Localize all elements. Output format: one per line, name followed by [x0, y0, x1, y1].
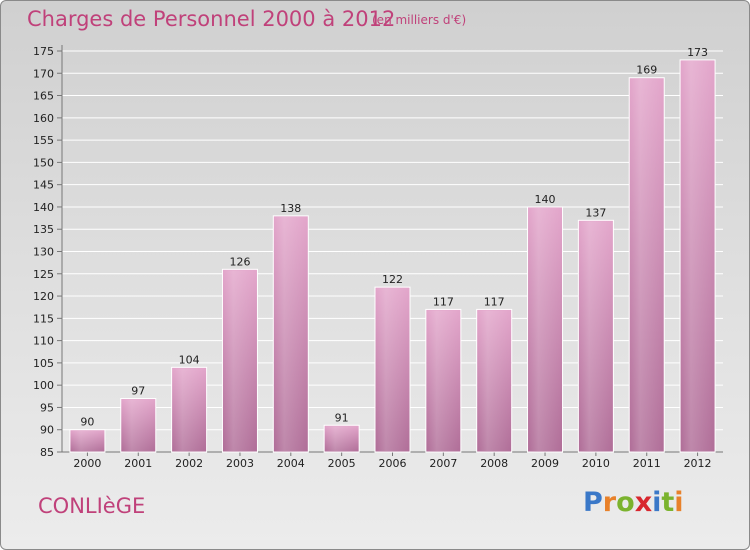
bar-shine — [274, 216, 308, 451]
bar-shine — [223, 270, 257, 451]
value-label: 169 — [636, 64, 657, 77]
axes: 85 90 95 100 105 110 115 120 125 130 135 140 145 150 1… — [33, 45, 723, 459]
x-tick-label: 2012 — [684, 457, 712, 470]
logo-letter: t — [661, 487, 675, 518]
bar-shine — [121, 399, 155, 451]
y-tick-label: 150 — [33, 156, 54, 169]
y-tick-label: 165 — [33, 90, 54, 103]
x-tick-label: 2002 — [175, 457, 203, 470]
value-label: 91 — [335, 411, 349, 424]
y-tick-label: 85 — [40, 446, 54, 459]
value-label: 137 — [585, 206, 606, 219]
proxiti-logo: Proxiti — [583, 487, 684, 518]
bar-shine — [426, 310, 460, 451]
value-label: 90 — [80, 416, 94, 429]
logo-letter: x — [634, 487, 653, 518]
value-label: 126 — [229, 255, 250, 268]
value-label: 173 — [687, 46, 708, 59]
bar-shine — [376, 288, 409, 451]
x-tick-label: 2006 — [379, 457, 407, 470]
y-tick-label: 155 — [33, 134, 54, 147]
y-tick-label: 100 — [33, 379, 54, 392]
x-tick-label: 2004 — [277, 457, 305, 470]
y-tick-label: 160 — [33, 112, 54, 125]
y-tick-label: 110 — [33, 335, 54, 348]
logo-letter: i — [652, 487, 662, 518]
y-tick-label: 125 — [33, 268, 54, 281]
y-tick-label: 145 — [33, 179, 54, 192]
y-tick-label: 115 — [33, 312, 54, 325]
bar-shine — [477, 310, 511, 451]
logo-letter: P — [583, 487, 603, 518]
x-tick-label: 2009 — [531, 457, 559, 470]
chart-unit-label: (en milliers d'€) — [372, 13, 467, 27]
commune-name: CONLIèGE — [38, 494, 146, 518]
x-tick-label: 2007 — [429, 457, 457, 470]
x-tick-label: 2000 — [73, 457, 101, 470]
logo-letter: i — [674, 487, 684, 518]
x-tick-label: 2003 — [226, 457, 254, 470]
y-tick-label: 140 — [33, 201, 54, 214]
logo-letter: o — [616, 487, 635, 518]
value-label: 122 — [382, 273, 403, 286]
bar-shine — [681, 60, 715, 452]
x-tick-label: 2010 — [582, 457, 610, 470]
bars — [69, 59, 716, 453]
bar-shine — [70, 430, 104, 451]
value-label: 117 — [433, 295, 454, 308]
x-tick-label: 2001 — [124, 457, 152, 470]
value-label: 138 — [280, 202, 301, 215]
x-tick-label: 2011 — [633, 457, 661, 470]
y-tick-label: 105 — [33, 357, 54, 370]
y-tick-label: 135 — [33, 223, 54, 236]
y-tick-label: 130 — [33, 246, 54, 259]
bar-shine — [528, 207, 562, 451]
labels: 90 2000 97 2001 104 2002 126 2003 138 2004 91 2005 1… — [73, 46, 711, 470]
y-tick-label: 95 — [40, 401, 54, 414]
logo-letter: r — [602, 487, 617, 518]
y-tick-label: 175 — [33, 45, 54, 58]
value-label: 117 — [484, 295, 505, 308]
x-tick-label: 2008 — [480, 457, 508, 470]
y-tick-label: 170 — [33, 67, 54, 80]
bar-shine — [630, 78, 664, 451]
y-tick-label: 120 — [33, 290, 54, 303]
chart-title: Charges de Personnel 2000 à 2012 — [27, 7, 396, 31]
bar-shine — [579, 221, 613, 451]
bar-shine — [172, 368, 206, 451]
bar-shine — [325, 426, 359, 451]
value-label: 140 — [535, 193, 556, 206]
value-label: 104 — [179, 353, 200, 366]
y-tick-label: 90 — [40, 424, 54, 437]
x-tick-label: 2005 — [328, 457, 356, 470]
value-label: 97 — [131, 385, 145, 398]
